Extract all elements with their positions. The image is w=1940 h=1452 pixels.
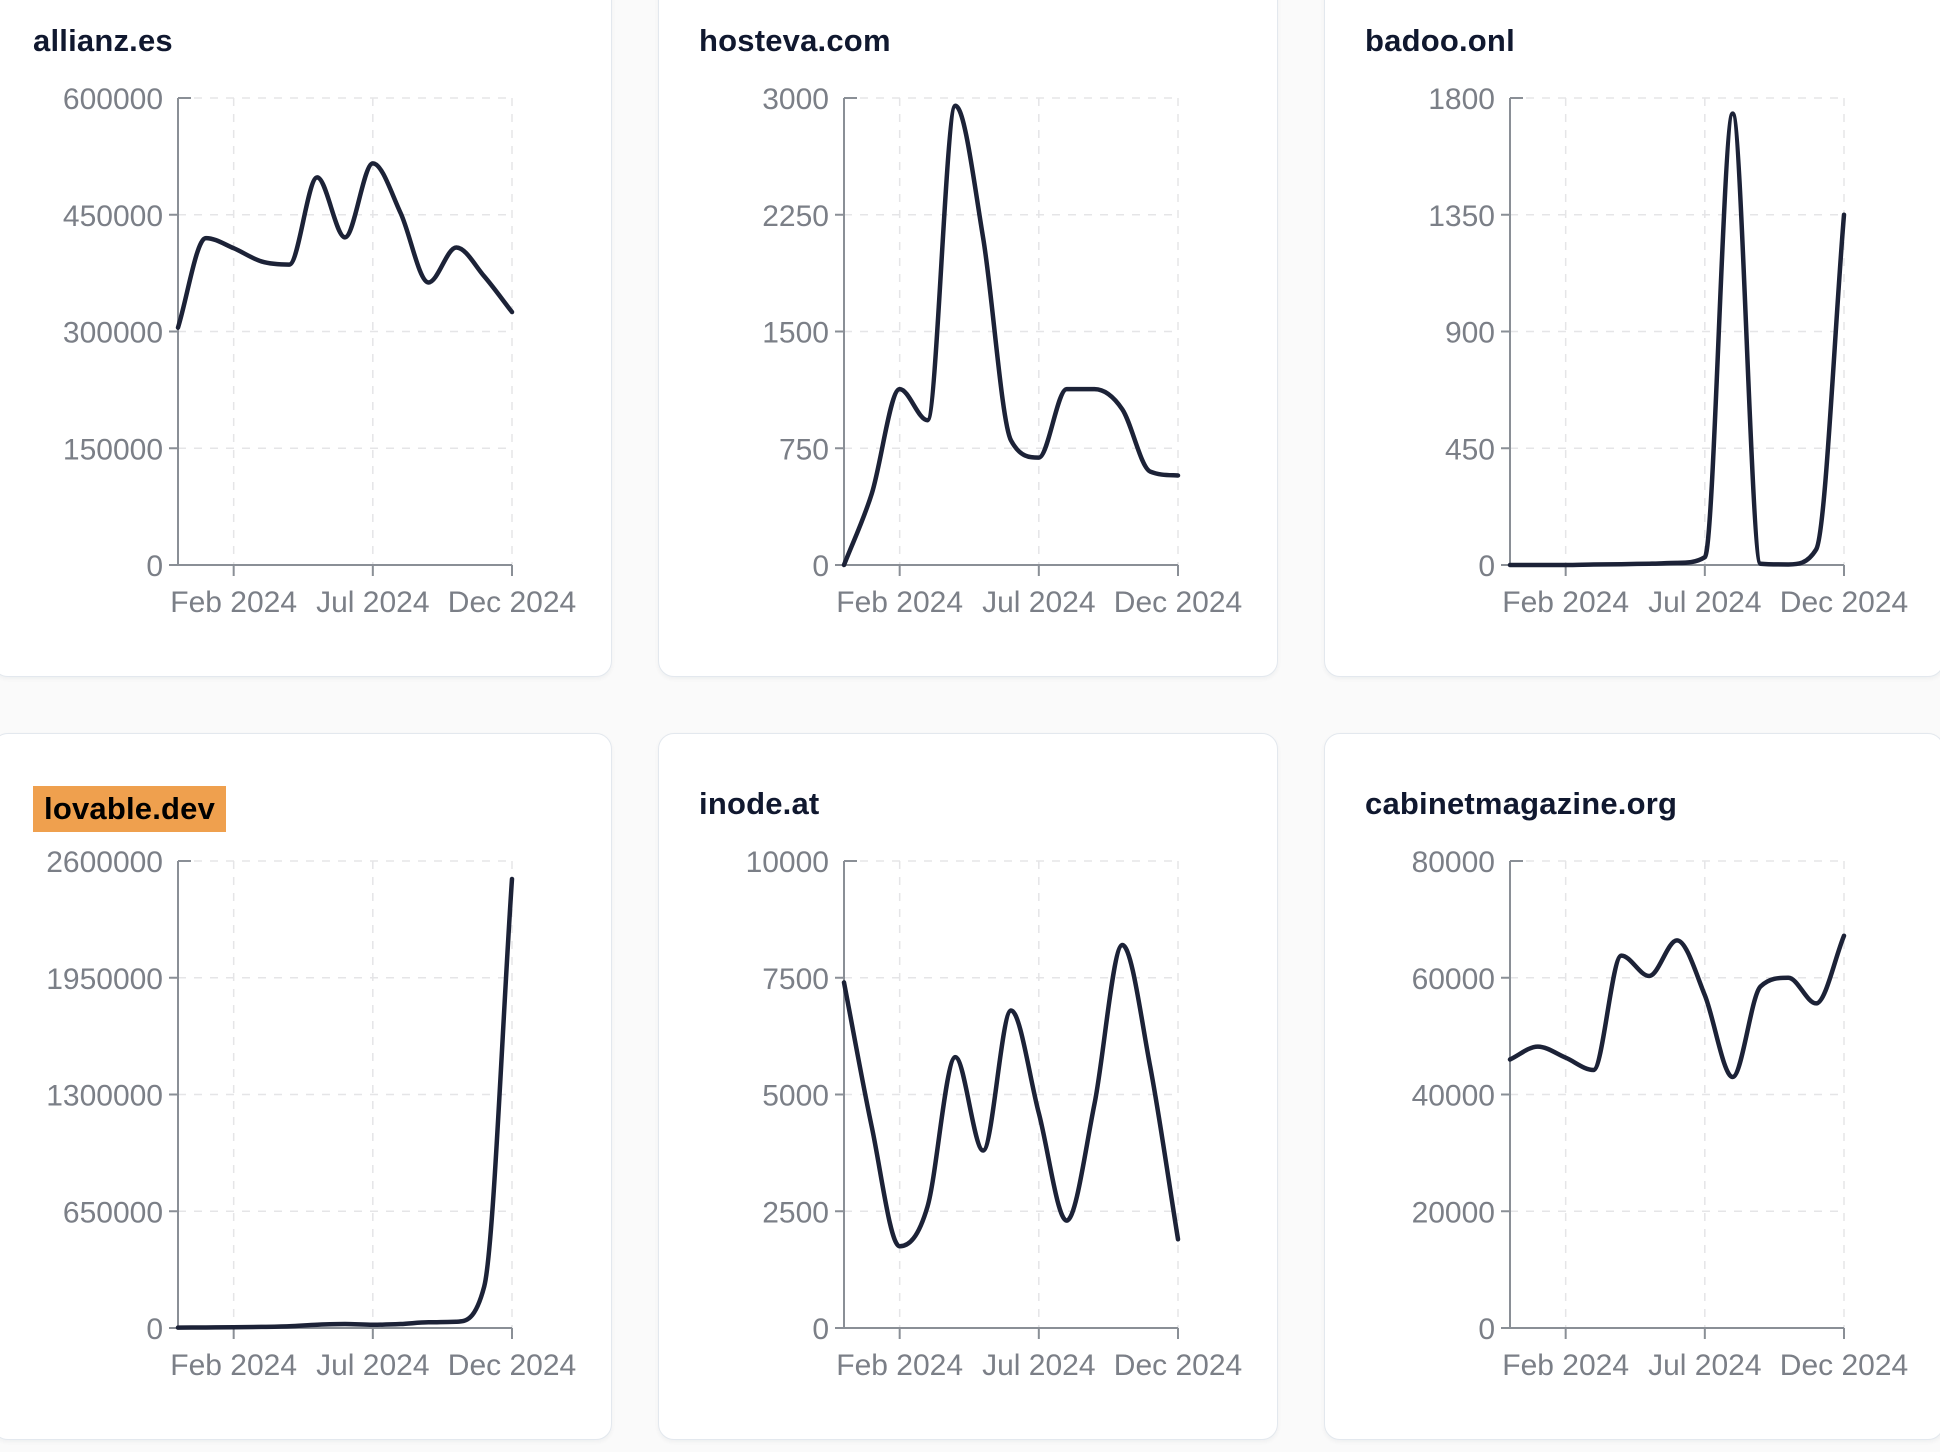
y-axis-tick-label: 750 <box>779 433 829 466</box>
y-axis-tick-label: 5000 <box>762 1080 829 1113</box>
y-axis-tick-label: 1350 <box>1428 200 1495 233</box>
x-axis-tick-label: Feb 2024 <box>1502 1349 1629 1382</box>
y-axis-tick-label: 0 <box>812 1313 829 1346</box>
x-axis-tick-label: Dec 2024 <box>448 586 576 619</box>
y-axis-tick-label: 1800 <box>1428 83 1495 116</box>
y-axis-tick-label: 1300000 <box>46 1080 163 1113</box>
chart-title: hosteva.com <box>699 23 891 59</box>
y-axis-tick-label: 0 <box>1478 1313 1495 1346</box>
y-axis-tick-label: 0 <box>1478 550 1495 583</box>
y-axis-tick-label: 150000 <box>63 433 163 466</box>
y-axis-tick-label: 20000 <box>1412 1196 1495 1229</box>
y-axis-tick-label: 7500 <box>762 963 829 996</box>
chart-card-cabinetmagazine: cabinetmagazine.org 0 20000 40000 60000 8000… <box>1324 733 1940 1440</box>
y-axis-tick-label: 600000 <box>63 83 163 116</box>
y-axis-tick-label: 1500 <box>762 317 829 350</box>
x-axis-tick-label: Jul 2024 <box>1648 586 1761 619</box>
line-chart[interactable]: 0 450 900 1350 1800 Feb 2024 Jul 2024 Dec 2024 <box>1325 0 1940 678</box>
x-axis-tick-label: Dec 2024 <box>1114 586 1242 619</box>
chart-title: lovable.dev <box>33 786 227 832</box>
y-axis-tick-label: 80000 <box>1412 846 1495 879</box>
chart-card-inode: inode.at 0 2500 5000 7500 10000 Feb 2024 Jul 2… <box>658 733 1278 1440</box>
y-axis-tick-label: 2250 <box>762 200 829 233</box>
y-axis-tick-label: 10000 <box>746 846 829 879</box>
x-axis-tick-label: Jul 2024 <box>1648 1349 1761 1382</box>
line-chart[interactable]: 0 750 1500 2250 3000 Feb 2024 Jul 2024 Dec 2024 <box>659 0 1279 678</box>
chart-card-allianz: allianz.es 0 150000 300000 450000 600000 Feb … <box>0 0 612 677</box>
line-chart[interactable]: 0 650000 1300000 1950000 2600000 Feb 2024 Jul … <box>0 734 613 1441</box>
x-axis-tick-label: Jul 2024 <box>982 1349 1095 1382</box>
domain-label: badoo.onl <box>1365 23 1515 58</box>
domain-label: allianz.es <box>33 23 173 58</box>
line-chart[interactable]: 0 20000 40000 60000 80000 Feb 2024 Jul 2024 Dec… <box>1325 734 1940 1441</box>
chart-title: badoo.onl <box>1365 23 1515 59</box>
x-axis-tick-label: Jul 2024 <box>316 1349 429 1382</box>
x-axis-tick-label: Dec 2024 <box>1114 1349 1242 1382</box>
y-axis-tick-label: 3000 <box>762 83 829 116</box>
y-axis-tick-label: 0 <box>146 550 163 583</box>
x-axis-tick-label: Feb 2024 <box>836 586 963 619</box>
y-axis-tick-label: 2500 <box>762 1196 829 1229</box>
domain-label: cabinetmagazine.org <box>1365 786 1678 821</box>
y-axis-tick-label: 2600000 <box>46 846 163 879</box>
x-axis-tick-label: Jul 2024 <box>982 586 1095 619</box>
x-axis-tick-label: Jul 2024 <box>316 586 429 619</box>
x-axis-tick-label: Feb 2024 <box>836 1349 963 1382</box>
y-axis-tick-label: 650000 <box>63 1196 163 1229</box>
domain-label: inode.at <box>699 786 820 821</box>
chart-card-hosteva: hosteva.com 0 750 1500 2250 3000 Feb 2024 Jul … <box>658 0 1278 677</box>
line-chart[interactable]: 0 150000 300000 450000 600000 Feb 2024 Jul 202… <box>0 0 613 678</box>
y-axis-tick-label: 0 <box>812 550 829 583</box>
y-axis-tick-label: 40000 <box>1412 1080 1495 1113</box>
domain-label-highlighted: lovable.dev <box>33 786 227 832</box>
x-axis-tick-label: Dec 2024 <box>1780 1349 1908 1382</box>
x-axis-tick-label: Dec 2024 <box>448 1349 576 1382</box>
chart-title: inode.at <box>699 786 819 822</box>
domain-label: hosteva.com <box>699 23 891 58</box>
chart-title: cabinetmagazine.org <box>1365 786 1677 822</box>
x-axis-tick-label: Feb 2024 <box>1502 586 1629 619</box>
y-axis-tick-label: 60000 <box>1412 963 1495 996</box>
x-axis-tick-label: Feb 2024 <box>170 586 297 619</box>
x-axis-tick-label: Dec 2024 <box>1780 586 1908 619</box>
chart-card-lovable: lovable.dev 0 650000 1300000 1950000 2600000… <box>0 733 612 1440</box>
x-axis-tick-label: Feb 2024 <box>170 1349 297 1382</box>
chart-card-badoo: badoo.onl 0 450 900 1350 1800 Feb 2024 Jul 202… <box>1324 0 1940 677</box>
y-axis-tick-label: 900 <box>1445 317 1495 350</box>
y-axis-tick-label: 1950000 <box>46 963 163 996</box>
y-axis-tick-label: 450 <box>1445 433 1495 466</box>
chart-title: allianz.es <box>33 23 173 59</box>
y-axis-tick-label: 450000 <box>63 200 163 233</box>
y-axis-tick-label: 300000 <box>63 317 163 350</box>
y-axis-tick-label: 0 <box>146 1313 163 1346</box>
line-chart[interactable]: 0 2500 5000 7500 10000 Feb 2024 Jul 2024 Dec 20… <box>659 734 1279 1441</box>
